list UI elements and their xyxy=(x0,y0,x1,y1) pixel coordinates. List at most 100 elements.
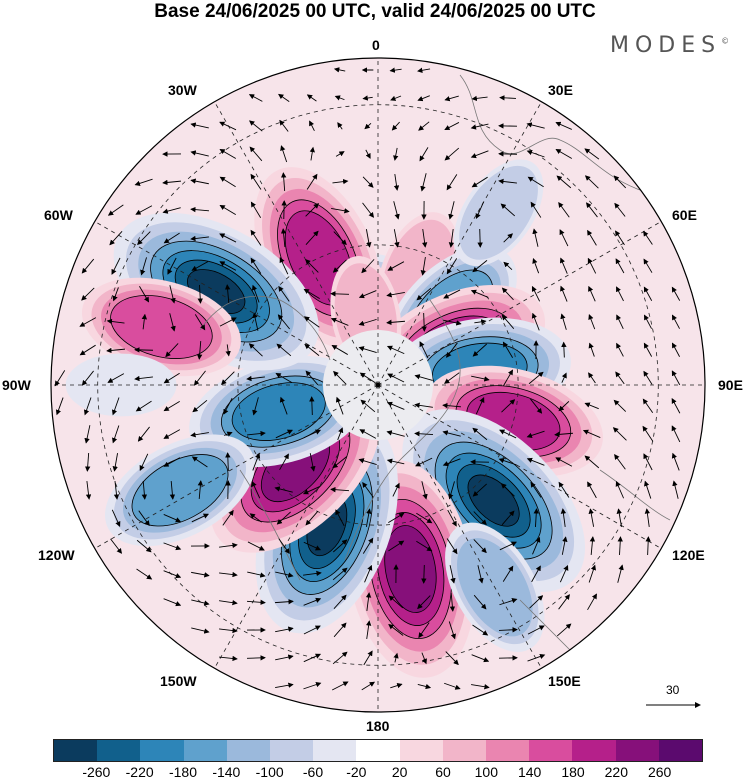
wind-arrow xyxy=(386,345,405,355)
lon-label-60w: 60W xyxy=(44,207,73,223)
wind-arrow xyxy=(276,511,291,525)
wind-arrow xyxy=(498,458,517,466)
wind-arrow xyxy=(275,626,294,633)
wind-arrow xyxy=(416,512,433,524)
wind-arrow xyxy=(275,429,293,439)
anomaly-contour xyxy=(232,382,326,441)
lon-label-60e: 60E xyxy=(672,207,697,223)
wind-arrow xyxy=(162,207,181,214)
wind-arrow xyxy=(190,235,209,242)
wind-arrow xyxy=(279,119,289,132)
wind-arrow xyxy=(530,398,543,414)
wind-arrow xyxy=(303,429,322,439)
wind-arrow xyxy=(139,286,150,303)
wind-arrow xyxy=(358,458,377,465)
wind-arrow xyxy=(532,536,541,555)
wind-arrow xyxy=(561,536,568,555)
wind-arrow xyxy=(499,541,517,551)
wind-arrow xyxy=(249,120,263,132)
colorbar-tick-label: 180 xyxy=(561,764,585,780)
lon-label-30e: 30E xyxy=(548,82,573,98)
wind-arrow xyxy=(274,486,293,493)
wind-arrow xyxy=(303,625,321,635)
wind-arrow xyxy=(162,179,182,186)
wind-arrow xyxy=(561,372,567,383)
wind-vectors xyxy=(54,67,681,691)
colorbar-tick-label: 20 xyxy=(391,764,408,780)
wind-arrow xyxy=(671,342,680,357)
wind-arrow xyxy=(501,399,516,413)
wind-arrow xyxy=(393,652,399,663)
wind-arrow xyxy=(499,598,518,606)
wind-arrow xyxy=(584,148,600,160)
wind-arrow xyxy=(192,399,208,413)
wind-arrow xyxy=(556,623,572,637)
wind-arrow xyxy=(309,396,315,416)
wind-arrow xyxy=(615,230,625,246)
wind-arrow xyxy=(134,375,153,382)
wind-arrow xyxy=(275,373,293,383)
wind-arrow xyxy=(305,370,319,386)
wind-arrow xyxy=(390,95,402,101)
wind-arrow xyxy=(473,539,487,554)
wind-arrow xyxy=(584,402,599,410)
wind-arrow xyxy=(588,508,595,527)
colorbar-tick-label: 60 xyxy=(435,764,451,780)
wind-arrow xyxy=(443,319,462,326)
meridian-line xyxy=(377,101,542,386)
colorbar-tick-label: -20 xyxy=(346,764,367,780)
wind-arrow xyxy=(276,343,292,357)
anomaly-contour xyxy=(459,165,538,260)
wind-arrow xyxy=(362,95,373,101)
lon-label-90w: 90W xyxy=(2,377,31,393)
wind-arrow xyxy=(393,147,399,161)
wind-arrow xyxy=(531,285,541,302)
wind-arrow xyxy=(414,431,434,437)
wind-arrow xyxy=(387,261,405,271)
wind-arrow xyxy=(365,508,372,527)
wind-arrow xyxy=(554,431,574,438)
wind-arrow xyxy=(527,653,546,662)
anomaly-contour xyxy=(132,454,229,526)
wind-arrow xyxy=(275,682,294,688)
colorbar-ticks: -260 -220 -180 -140 -100 -60 -20 20 60 100 140 180 2… xyxy=(0,764,750,782)
wind-arrow xyxy=(555,149,573,159)
wind-arrow xyxy=(333,370,347,385)
wind-arrow xyxy=(330,486,350,493)
wind-arrow xyxy=(532,228,539,247)
colorbar-swatch xyxy=(658,740,703,761)
wind-arrow xyxy=(137,231,151,246)
wind-arrow xyxy=(672,314,680,329)
wind-arrow xyxy=(360,399,376,413)
wind-arrow xyxy=(475,396,485,415)
wind-arrow xyxy=(471,95,488,102)
wind-arrow xyxy=(303,288,320,300)
wind-arrow xyxy=(446,342,458,358)
wind-arrow xyxy=(477,228,483,248)
wind-arrow xyxy=(137,426,150,442)
wind-arrow xyxy=(560,285,568,302)
wind-arrow xyxy=(251,284,260,303)
wind-arrow xyxy=(442,430,461,437)
wind-arrow xyxy=(387,373,405,383)
wind-arrow xyxy=(140,257,147,276)
colorbar-tick-label: -180 xyxy=(168,764,198,780)
wind-arrow xyxy=(334,95,345,101)
wind-arrow xyxy=(332,259,347,273)
wind-arrow xyxy=(448,229,455,248)
wind-arrow xyxy=(561,341,567,358)
wind-arrow xyxy=(364,122,372,130)
colorbar-swatch xyxy=(270,740,314,761)
wind-arrow xyxy=(219,176,236,188)
wind-arrow xyxy=(616,314,624,330)
colorbar-tick-label: 220 xyxy=(604,764,629,780)
wind-arrow xyxy=(246,599,266,606)
wind-arrow xyxy=(389,67,402,73)
wind-arrow xyxy=(393,201,400,220)
wind-arrow xyxy=(106,318,125,325)
anomaly-contour xyxy=(110,295,213,359)
wind-arrow xyxy=(109,231,123,246)
wind-arrow xyxy=(309,453,316,472)
lon-label-0: 0 xyxy=(372,37,380,53)
wind-arrow xyxy=(643,453,653,471)
